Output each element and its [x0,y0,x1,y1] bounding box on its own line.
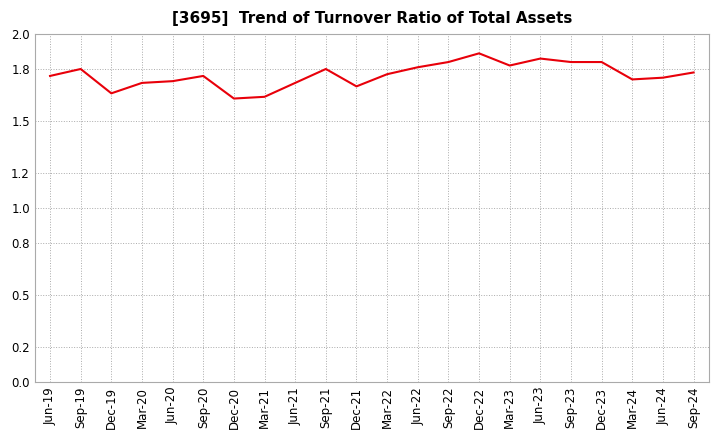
Title: [3695]  Trend of Turnover Ratio of Total Assets: [3695] Trend of Turnover Ratio of Total … [171,11,572,26]
